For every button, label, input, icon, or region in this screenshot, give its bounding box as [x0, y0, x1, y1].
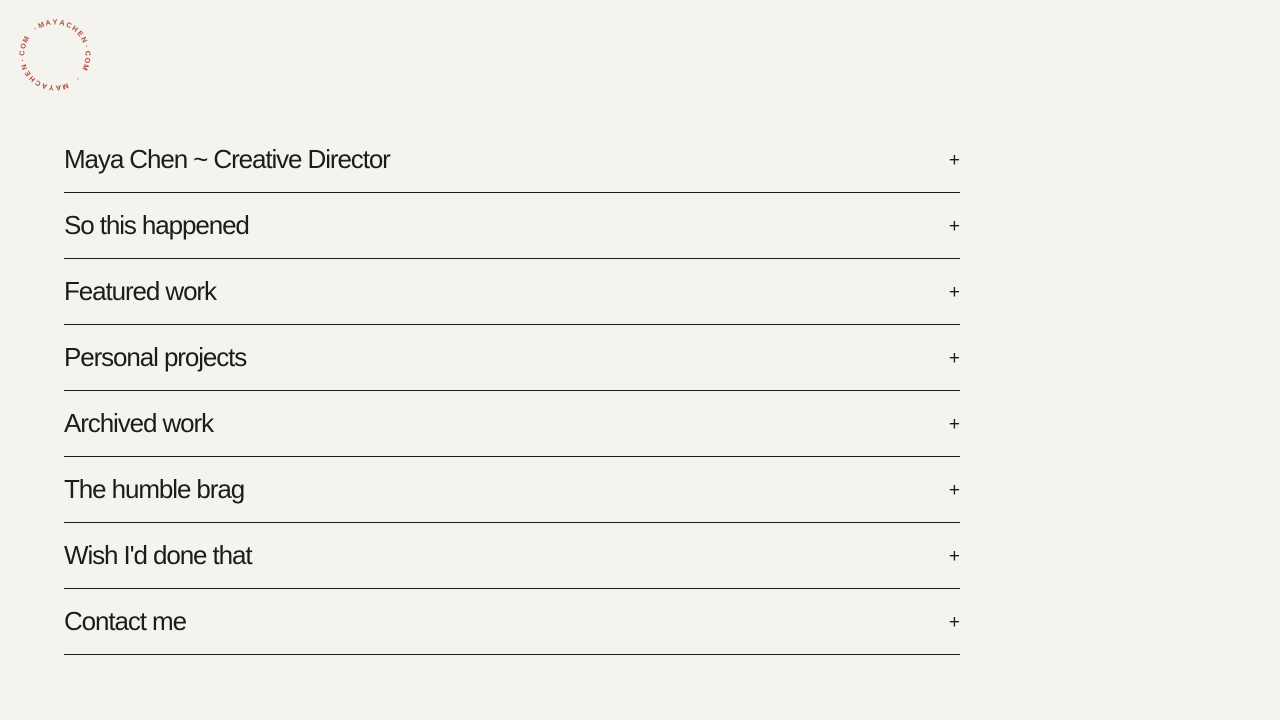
svg-text:C: C: [83, 50, 92, 56]
svg-text:·: ·: [18, 58, 27, 62]
svg-text:A: A: [55, 83, 61, 92]
svg-text:Y: Y: [48, 83, 54, 92]
svg-text:C: C: [17, 50, 26, 56]
svg-text:M: M: [20, 35, 31, 45]
svg-text:M: M: [61, 81, 70, 91]
svg-text:N: N: [19, 63, 29, 71]
svg-text:A: A: [44, 18, 51, 28]
svg-text:·: ·: [74, 75, 82, 83]
svg-text:Y: Y: [53, 17, 58, 26]
svg-text:M: M: [80, 63, 91, 72]
svg-text:·: ·: [82, 44, 91, 49]
svg-text:N: N: [79, 35, 89, 44]
